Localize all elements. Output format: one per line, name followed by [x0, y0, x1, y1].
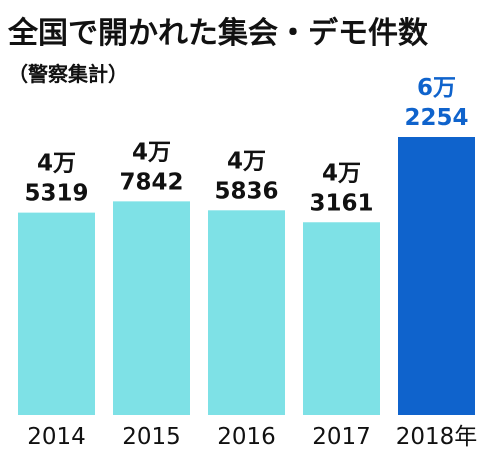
bar-2016	[208, 210, 285, 415]
value-label-2014-man: 4万	[37, 151, 76, 177]
value-label-2018年-man: 6万	[417, 75, 456, 101]
value-label-2016-man: 4万	[227, 148, 266, 174]
bar-2017	[303, 222, 380, 415]
x-tick-label-2015: 2015	[122, 424, 181, 450]
chart-subtitle: （警察集計）	[8, 62, 128, 86]
bar-2014	[18, 212, 95, 415]
chart-title: 全国で開かれた集会・デモ件数	[8, 16, 428, 51]
x-tick-label-2018年: 2018年	[396, 424, 478, 450]
value-label-2017-rest: 3161	[309, 190, 373, 216]
bar-2018年	[398, 137, 475, 415]
value-label-2014-rest: 5319	[24, 181, 88, 207]
value-label-2017-man: 4万	[322, 160, 361, 186]
value-label-2016-rest: 5836	[214, 178, 278, 204]
value-label-2015-man: 4万	[132, 139, 171, 165]
x-tick-label-2017: 2017	[312, 424, 371, 450]
value-label-2018年-rest: 2254	[404, 105, 468, 131]
x-tick-label-2016: 2016	[217, 424, 276, 450]
x-tick-label-2014: 2014	[27, 424, 86, 450]
bar-2015	[113, 201, 190, 415]
value-label-2015-rest: 7842	[119, 169, 183, 195]
